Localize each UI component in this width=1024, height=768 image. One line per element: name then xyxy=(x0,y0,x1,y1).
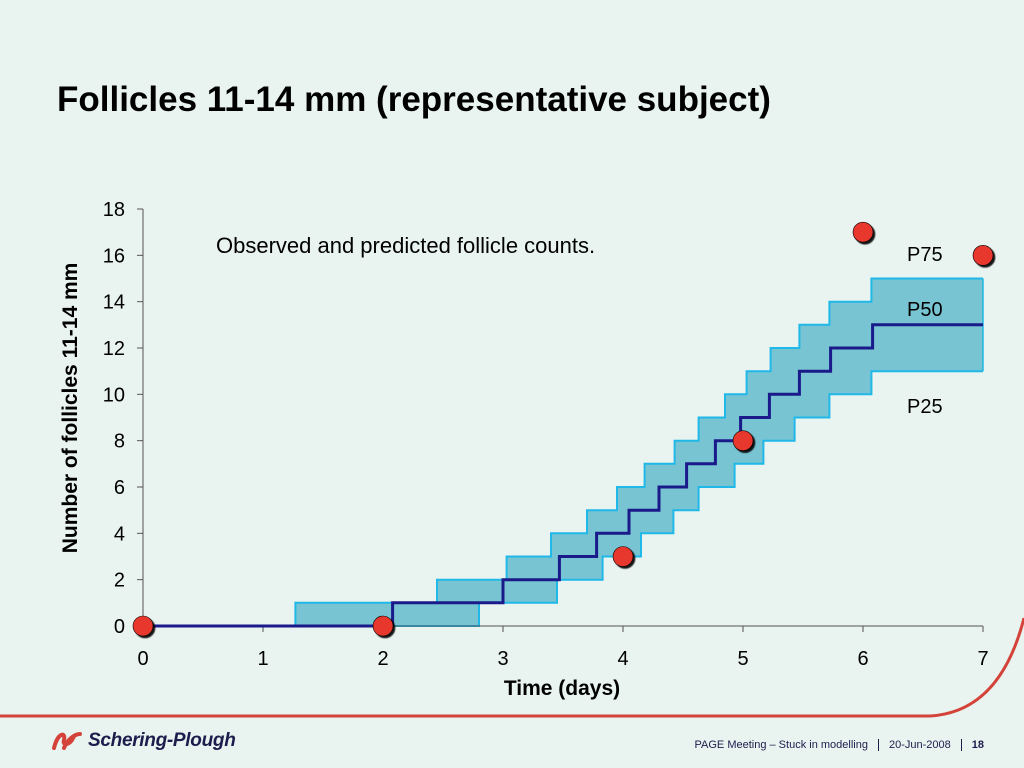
y-tick-label: 14 xyxy=(103,292,125,314)
footer-date: 20-Jun-2008 xyxy=(888,739,951,751)
x-tick-label: 2 xyxy=(377,648,388,670)
p25-band-edge xyxy=(143,370,983,627)
prediction-band-fill xyxy=(143,278,983,626)
x-tick-label: 7 xyxy=(977,648,988,670)
p50-median-line xyxy=(143,323,983,628)
observed-point xyxy=(372,615,394,637)
median-line xyxy=(143,323,983,628)
x-tick-label: 5 xyxy=(737,648,748,670)
observed-point xyxy=(852,221,874,243)
slide-title: Follicles 11-14 mm (representative subje… xyxy=(57,80,771,119)
chart-annotation: Observed and predicted follicle counts. xyxy=(216,233,595,258)
footer-page-number: 18 xyxy=(971,739,984,751)
y-tick-label: 16 xyxy=(103,245,125,267)
chart-labels: Observed and predicted follicle counts. P… xyxy=(216,233,943,418)
y-tick-label: 0 xyxy=(114,616,125,638)
y-tick-label: 10 xyxy=(103,384,125,406)
p25-label: P25 xyxy=(907,396,943,418)
x-tick-label: 3 xyxy=(497,648,508,670)
y-tick-label: 8 xyxy=(114,431,125,453)
x-tick-label: 4 xyxy=(617,648,628,670)
prediction-bands xyxy=(143,277,984,627)
observed-point xyxy=(132,615,154,637)
x-tick-label: 6 xyxy=(857,648,868,670)
brand-logo: Schering-Plough xyxy=(50,730,236,752)
p50-label: P50 xyxy=(907,299,943,321)
footer-separator xyxy=(877,739,879,751)
brand-name: Schering-Plough xyxy=(88,730,236,751)
y-tick-label: 12 xyxy=(103,338,125,360)
x-tick-label: 0 xyxy=(137,648,148,670)
p75-band-edge xyxy=(143,277,983,627)
brand-logo-icon xyxy=(52,732,82,750)
footer-meeting: PAGE Meeting – Stuck in modelling xyxy=(694,739,868,751)
p75-label: P75 xyxy=(907,244,943,266)
footer-separator xyxy=(960,739,962,751)
observed-point xyxy=(612,546,634,567)
y-tick-label: 6 xyxy=(114,477,125,499)
x-axis-label: Time (days) xyxy=(504,677,620,700)
x-tick-label: 1 xyxy=(257,648,268,670)
y-tick-label: 2 xyxy=(114,570,125,592)
y-axis-label: Number of follicles 11-14 mm xyxy=(59,263,82,554)
y-tick-label: 18 xyxy=(103,199,125,221)
footer-info: PAGE Meeting – Stuck in modelling 20-Jun… xyxy=(695,739,984,751)
observed-point xyxy=(972,245,994,266)
observed-point xyxy=(732,430,754,451)
y-tick-label: 4 xyxy=(114,523,125,545)
